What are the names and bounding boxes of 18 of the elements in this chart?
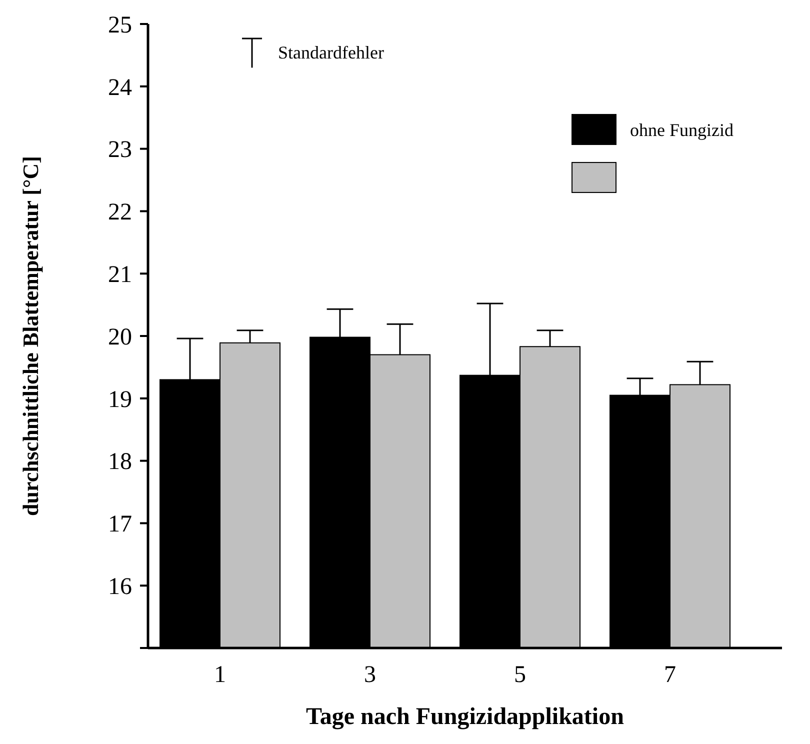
x-tick-label: 5 bbox=[514, 662, 526, 688]
annotation: Standardfehler bbox=[278, 42, 384, 62]
y-tick-label: 18 bbox=[108, 449, 132, 476]
y-tick-label: 16 bbox=[108, 574, 132, 600]
y-tick-label: 25 bbox=[108, 12, 132, 38]
y-tick-label: 23 bbox=[108, 137, 132, 164]
y-tick-label: 17 bbox=[108, 512, 132, 538]
y-tick-label: 20 bbox=[108, 324, 132, 350]
legend-label: ohne Fungizid bbox=[630, 120, 734, 140]
x-axis-title: Tage nach Fungizidapplikation bbox=[306, 704, 624, 730]
y-tick-label: 24 bbox=[108, 74, 132, 101]
x-tick-label: 7 bbox=[664, 662, 676, 688]
y-tick-label: 21 bbox=[108, 262, 132, 288]
x-tick-label: 3 bbox=[364, 662, 376, 688]
x-tick-label: 1 bbox=[214, 662, 226, 688]
y-axis-title: durchschnittliche Blattemperatur [°C] bbox=[18, 156, 43, 516]
y-tick-label: 19 bbox=[108, 386, 132, 413]
y-tick-label: 22 bbox=[108, 200, 132, 226]
